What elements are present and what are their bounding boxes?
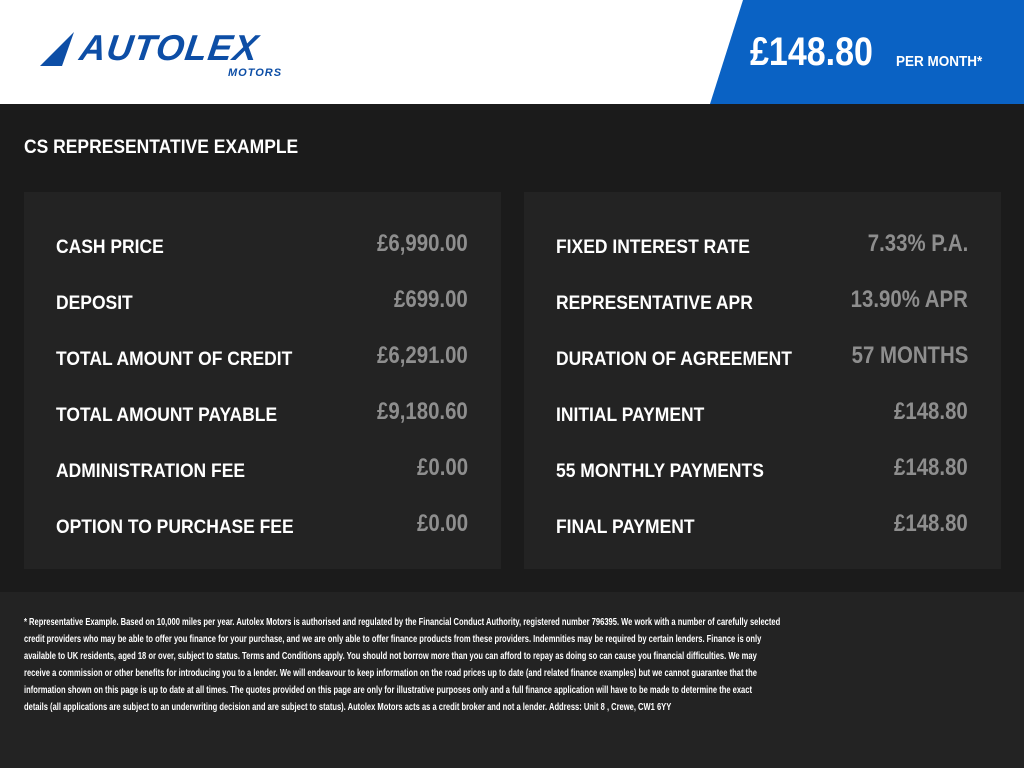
disclaimer-line: credit providers who may be able to offe… [24, 633, 762, 645]
row-label: TOTAL AMOUNT PAYABLE [56, 405, 278, 426]
row-value: £148.80 [894, 510, 968, 537]
finance-row: TOTAL AMOUNT OF CREDIT £6,291.00 [56, 342, 468, 372]
finance-row: CASH PRICE £6,990.00 [56, 230, 468, 260]
autolex-logo[interactable]: AUTOLEX MOTORS [40, 27, 310, 80]
row-label: FINAL PAYMENT [556, 517, 695, 538]
row-label: CASH PRICE [56, 237, 164, 258]
disclaimer-line: information shown on this page is up to … [24, 684, 752, 696]
row-value: £0.00 [416, 454, 468, 481]
row-label: REPRESENTATIVE APR [556, 293, 753, 314]
finance-row: ADMINISTRATION FEE £0.00 [56, 454, 468, 484]
finance-row: 55 MONTHLY PAYMENTS £148.80 [556, 454, 968, 484]
per-month-label: PER MONTH* [896, 53, 983, 70]
row-label: OPTION TO PURCHASE FEE [56, 517, 294, 538]
finance-panel-left: CASH PRICE £6,990.00 DEPOSIT £699.00 TOTAL… [24, 192, 501, 569]
finance-row: OPTION TO PURCHASE FEE £0.00 [56, 510, 468, 540]
row-value: £0.00 [416, 510, 468, 537]
disclaimer-line: * Representative Example. Based on 10,00… [24, 616, 781, 628]
logo-text: AUTOLEX [77, 27, 262, 68]
row-label: FIXED INTEREST RATE [556, 237, 750, 258]
disclaimer-line: available to UK residents, aged 18 or ov… [24, 650, 757, 662]
row-value: £6,990.00 [377, 230, 468, 257]
logo-swoosh-icon [40, 32, 74, 66]
finance-row: DEPOSIT £699.00 [56, 286, 468, 316]
row-value: £148.80 [894, 398, 968, 425]
row-value: 13.90% APR [850, 286, 968, 313]
row-label: DEPOSIT [56, 293, 133, 314]
row-value: £6,291.00 [377, 342, 468, 369]
finance-row: INITIAL PAYMENT £148.80 [556, 398, 968, 428]
finance-panel-right: FIXED INTEREST RATE 7.33% P.A. REPRESENTA… [524, 192, 1001, 569]
row-label: DURATION OF AGREEMENT [556, 349, 792, 370]
row-value: 7.33% P.A. [867, 230, 968, 257]
monthly-price: £148.80 [750, 30, 873, 74]
disclaimer-line: receive a commission or other benefits f… [24, 667, 757, 679]
row-label: 55 MONTHLY PAYMENTS [556, 461, 764, 482]
price-banner [710, 0, 1024, 104]
finance-row: DURATION OF AGREEMENT 57 MONTHS [556, 342, 968, 372]
row-value: £9,180.60 [377, 398, 468, 425]
finance-row: FIXED INTEREST RATE 7.33% P.A. [556, 230, 968, 260]
finance-row: REPRESENTATIVE APR 13.90% APR [556, 286, 968, 316]
disclaimer: * Representative Example. Based on 10,00… [0, 592, 1024, 768]
logo-subtext: MOTORS [228, 67, 283, 79]
disclaimer-line: details (all applications are subject to… [24, 701, 672, 713]
row-label: ADMINISTRATION FEE [56, 461, 246, 482]
row-label: INITIAL PAYMENT [556, 405, 705, 426]
row-value: 57 MONTHS [851, 342, 968, 369]
row-label: TOTAL AMOUNT OF CREDIT [56, 349, 293, 370]
section-title: CS REPRESENTATIVE EXAMPLE [24, 137, 299, 158]
header: AUTOLEX MOTORS £148.80 PER MONTH* [0, 0, 1024, 104]
row-value: £699.00 [394, 286, 468, 313]
finance-row: FINAL PAYMENT £148.80 [556, 510, 968, 540]
row-value: £148.80 [894, 454, 968, 481]
finance-row: TOTAL AMOUNT PAYABLE £9,180.60 [56, 398, 468, 428]
